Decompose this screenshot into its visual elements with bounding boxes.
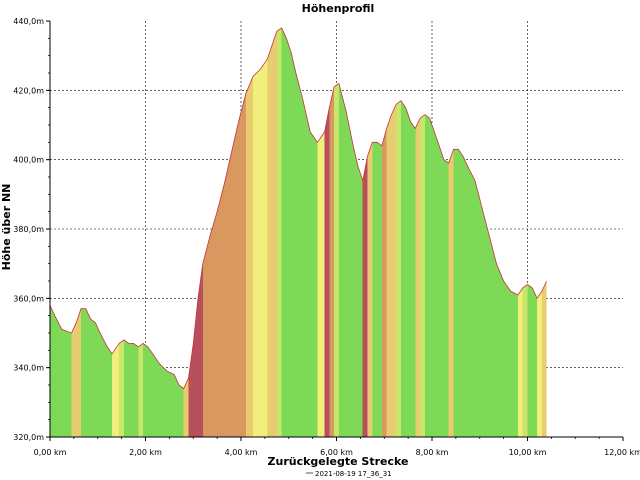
x-tick-label: 8,00 km	[416, 448, 449, 457]
y-tick-label: 400,0m	[13, 156, 44, 165]
y-tick-label: 360,0m	[13, 294, 44, 303]
x-tick-label: 0,00 km	[34, 448, 67, 457]
y-tick-label: 340,0m	[13, 364, 44, 373]
x-tick-label: 4,00 km	[225, 448, 258, 457]
x-tick-label: 2,00 km	[129, 448, 162, 457]
legend: 2021-08-19 17_36_31	[306, 470, 392, 478]
y-tick-label: 320,0m	[13, 433, 44, 442]
x-tick-label: 10,00 km	[509, 448, 547, 457]
elevation-line	[49, 27, 547, 390]
y-axis-ticks: 320,0m 340,0m 360,0m 380,0m 400,0m 420,0m 440,…	[13, 17, 50, 442]
chart-title: Höhenprofil	[302, 2, 375, 15]
x-tick-label: 6,00 km	[320, 448, 353, 457]
x-tick-label: 12,00 km	[604, 448, 640, 457]
y-tick-label: 380,0m	[13, 225, 44, 234]
legend-label: 2021-08-19 17_36_31	[315, 470, 392, 478]
y-tick-label: 420,0m	[13, 86, 44, 95]
y-tick-label: 440,0m	[13, 17, 44, 26]
x-axis-title: Zurückgelegte Strecke	[268, 455, 409, 468]
x-axis-ticks: 0,00 km 2,00 km 4,00 km 6,00 km 8,00 km 10,00…	[34, 437, 640, 457]
y-axis-title: Höhe über NN	[0, 184, 13, 271]
